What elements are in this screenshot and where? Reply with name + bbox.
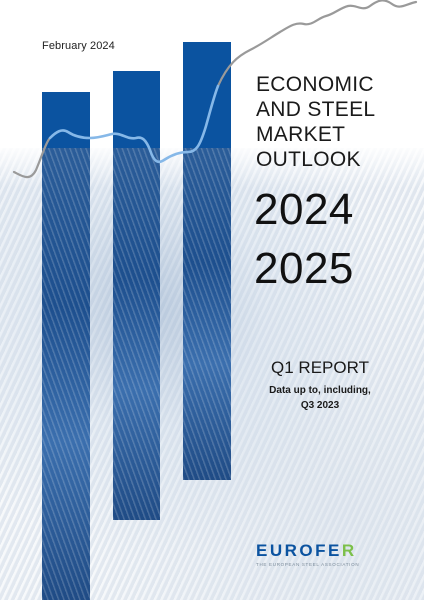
title-line: OUTLOOK	[256, 148, 361, 171]
report-subtitle: Data up to, including, Q3 2023	[250, 383, 390, 413]
subtitle-line: Data up to, including,	[269, 385, 371, 396]
logo-tagline: THE EUROPEAN STEEL ASSOCIATION	[256, 562, 360, 567]
report-title: ECONOMIC AND STEEL MARKET OUTLOOK	[256, 72, 416, 172]
year-2025: 2025	[254, 244, 354, 293]
logo-wordmark: EUROFE R	[256, 541, 357, 560]
decorative-bar-3	[183, 42, 231, 480]
year-2024: 2024	[254, 185, 354, 234]
title-line: MARKET	[256, 123, 346, 146]
decorative-bar-1	[42, 92, 90, 600]
title-line: AND STEEL	[256, 98, 376, 121]
report-label: Q1 REPORT	[271, 358, 369, 377]
subtitle-line: Q3 2023	[300, 400, 340, 411]
decorative-bar-2	[113, 71, 160, 520]
eurofer-logo: EUROFE R THE EUROPEAN STEEL ASSOCIATION	[256, 541, 386, 567]
title-line: ECONOMIC	[256, 73, 374, 96]
publication-date: February 2024	[42, 40, 115, 52]
